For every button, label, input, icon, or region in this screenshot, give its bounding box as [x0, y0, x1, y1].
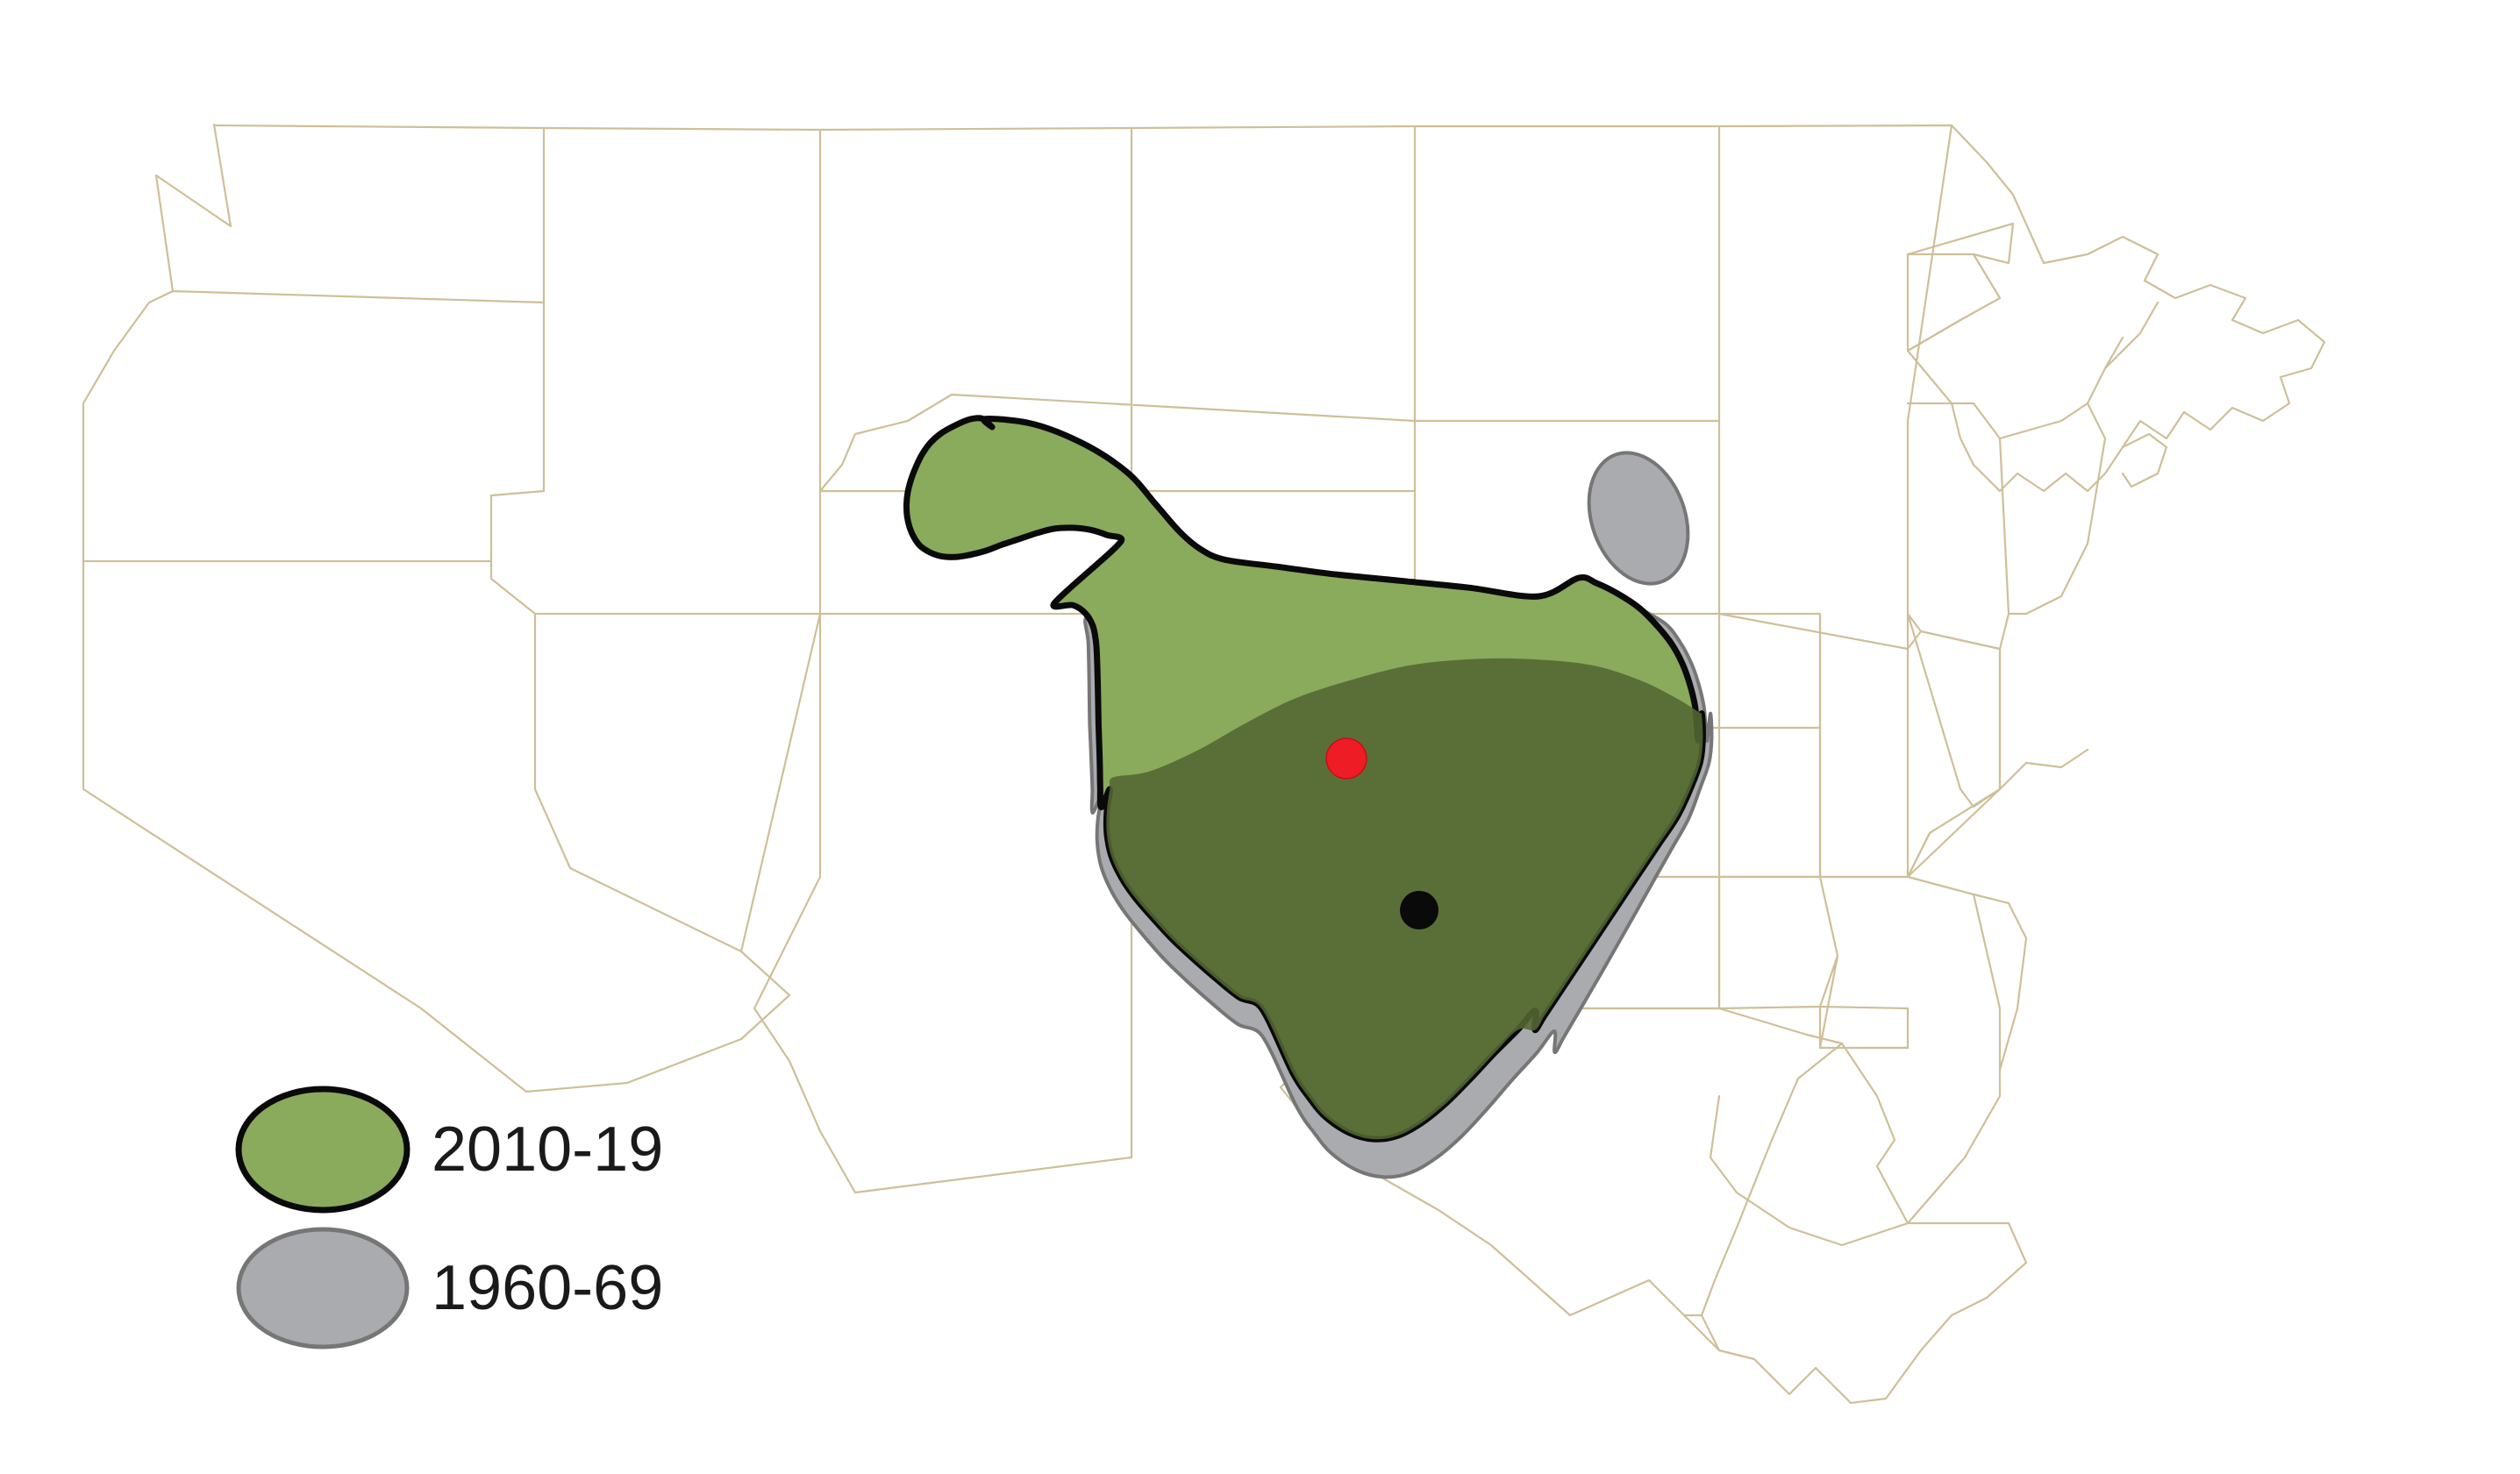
svg-text:1960-69: 1960-69	[432, 1253, 663, 1323]
svg-text:2010-19: 2010-19	[432, 1114, 663, 1185]
